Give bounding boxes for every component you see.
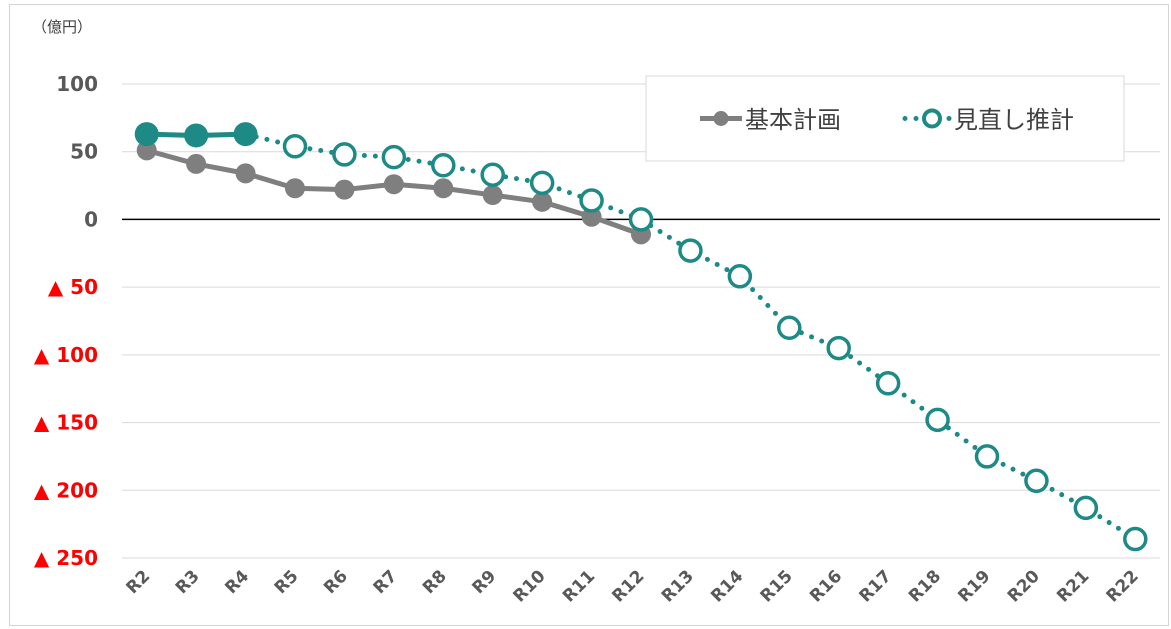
point-basic-plan [581,206,602,227]
y-tick-label: 100 [56,72,98,96]
point-revised-estimate [1123,526,1148,552]
y-tick-label: ▲ 50 [48,275,98,299]
x-axis-ticks: R2 R3 R4 R5 R6 R7 R8 R9 R10 R11 R12 R13 R14 R15 R16 R17… [122,566,1142,606]
point-revised-estimate [875,371,901,396]
point-basic-plan [383,174,404,195]
point-revised-estimate [678,238,703,263]
point-basic-plan [433,178,454,199]
point-revised-actual [184,123,209,148]
legend-label-basic-plan: 基本計画 [745,106,841,134]
point-revised-estimate [332,142,357,167]
point-revised-estimate [529,170,555,196]
legend-label-revised-estimate: 見直し推計 [954,106,1074,134]
point-revised-actual [233,122,258,147]
x-tick-label: R6 [320,566,352,598]
y-axis-ticks: 100 50 0 ▲ 50 ▲ 100 ▲ 150 ▲ 200 ▲ 250 [34,72,98,570]
y-axis-unit-label: （億円） [32,18,92,36]
x-tick-label: R14 [707,566,747,606]
x-tick-label: R19 [954,566,994,606]
x-tick-label: R18 [905,566,945,606]
x-tick-label: R17 [856,566,896,606]
legend-item-basic-plan: 基本計画 [700,106,841,134]
y-tick-label: ▲ 250 [34,546,98,570]
x-tick-label: R20 [1004,566,1044,606]
y-tick-label: 0 [84,207,98,231]
point-revised-actual [134,122,159,147]
point-revised-estimate [628,207,654,232]
point-basic-plan [136,140,157,161]
x-tick-label: R8 [419,566,451,598]
point-basic-plan [532,191,553,212]
point-revised-estimate [826,335,851,361]
x-tick-label: R9 [468,566,500,598]
legend-marker-basic-plan [713,111,729,126]
point-basic-plan [186,153,207,174]
point-revised-estimate [431,153,456,178]
y-tick-label: 50 [70,140,98,164]
legend-marker-revised-estimate [922,108,942,129]
x-tick-label: R22 [1103,566,1143,606]
x-tick-label: R21 [1053,566,1093,606]
x-tick-label: R5 [271,566,303,598]
point-revised-estimate [381,144,407,170]
point-basic-plan [235,163,256,184]
y-tick-label: ▲ 150 [34,411,98,435]
point-basic-plan [285,178,305,199]
x-tick-label: R4 [221,566,253,598]
y-tick-label: ▲ 100 [34,343,98,367]
x-tick-label: R13 [658,566,698,606]
point-revised-estimate [579,188,604,213]
x-tick-label: R16 [806,566,846,606]
point-revised-estimate [1024,468,1049,494]
x-tick-label: R7 [370,566,402,598]
point-revised-estimate [282,134,308,159]
point-revised-estimate [974,444,1000,469]
series-line-revised-estimate [243,131,1138,542]
point-revised-estimate [480,162,505,187]
x-tick-label: R15 [757,566,797,606]
x-tick-label: R11 [559,566,599,606]
y-tick-label: ▲ 200 [34,478,98,502]
point-revised-estimate [727,264,753,289]
x-tick-label: R2 [122,566,154,598]
legend-item-revised-estimate: 見直し推計 [902,106,1074,134]
x-tick-label: R10 [510,566,550,606]
legend: 基本計画 見直し推計 [645,75,1125,162]
point-revised-estimate [1073,495,1099,521]
x-tick-label: R3 [172,566,204,598]
point-basic-plan [334,179,355,200]
x-tick-label: R12 [608,566,648,606]
chart-frame: 100 50 0 ▲ 50 ▲ 100 ▲ 150 ▲ 200 ▲ 250 R2 R3 R4 R5 R… [9,4,1169,626]
point-revised-estimate [777,315,802,341]
series-points [134,122,1148,552]
point-basic-plan [482,185,503,206]
point-revised-estimate [925,407,950,433]
